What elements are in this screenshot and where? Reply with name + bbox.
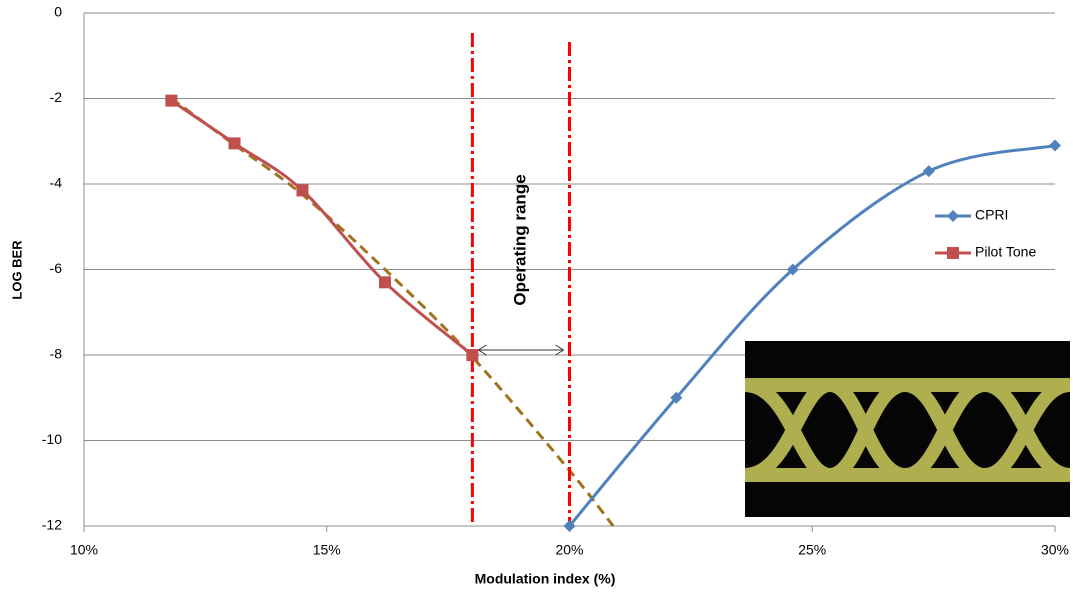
x-tick-label: 30% (1041, 542, 1069, 558)
y-tick-label: -6 (50, 260, 63, 276)
data-point (786, 263, 799, 276)
range-arrow (477, 344, 565, 356)
legend-label: CPRI (975, 207, 1008, 223)
data-point (563, 520, 576, 532)
x-tick-label: 15% (313, 542, 341, 558)
y-tick-label: -10 (42, 431, 62, 447)
y-tick-label: -8 (50, 346, 63, 362)
legend-label: Pilot Tone (975, 244, 1036, 260)
data-point (228, 137, 241, 150)
legend-marker (947, 247, 959, 259)
x-tick-label: 25% (798, 542, 826, 558)
eye-traces (744, 377, 1072, 483)
data-point (1049, 139, 1061, 152)
series-line (170, 99, 474, 357)
legend-marker (947, 210, 959, 222)
annotation: Operating range (510, 174, 529, 305)
y-tick-label: -4 (50, 175, 63, 191)
y-axis-title: LOG BER (9, 240, 24, 300)
x-tick-label: 20% (555, 542, 583, 558)
x-axis-title: Modulation index (%) (475, 571, 616, 587)
data-point (296, 184, 309, 197)
data-point (670, 391, 683, 404)
trend-line (170, 97, 615, 527)
data-point (922, 165, 935, 178)
data-point (165, 94, 178, 107)
data-point (379, 276, 392, 289)
x-tick-label: 10% (70, 542, 98, 558)
y-tick-label: 0 (54, 4, 62, 20)
data-point (466, 349, 479, 361)
y-tick-label: -2 (50, 89, 63, 105)
eye-diagram (744, 341, 1072, 517)
y-tick-label: -12 (42, 517, 62, 533)
